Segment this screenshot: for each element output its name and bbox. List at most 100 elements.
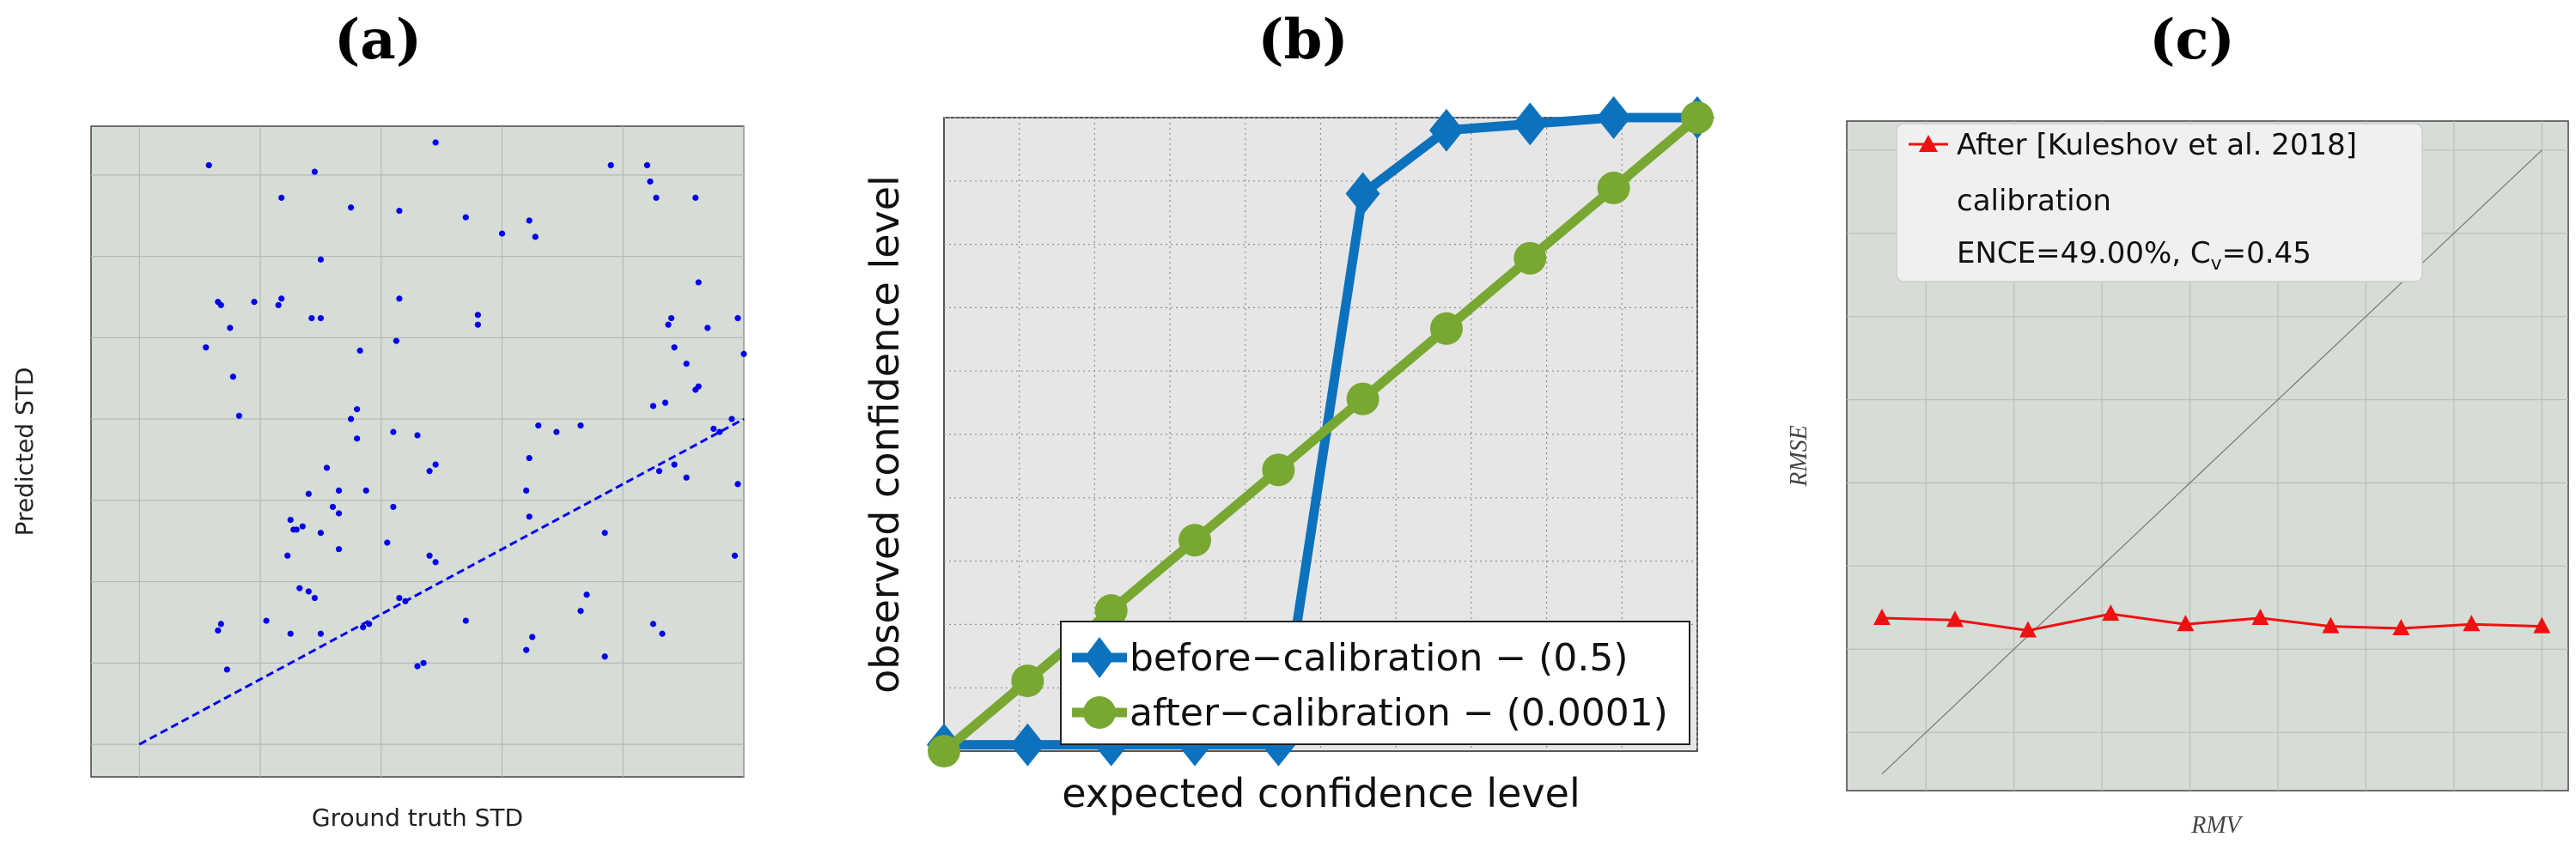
chart-a-point [426,552,433,559]
chart-c-marker [2322,616,2340,634]
chart-a-point [287,630,294,637]
chart-b-marker-after [1597,171,1630,204]
chart-a-point [278,194,285,201]
chart-a-point [299,523,306,530]
chart-a-point [649,621,657,628]
legend-c-line3-main: ENCE=49.00%, C [1957,236,2211,270]
chart-a-point [311,168,318,175]
chart-a-grid [91,126,745,777]
chart-a-point [284,552,291,559]
chart-a-point [523,646,530,653]
chart-a-point [354,435,361,442]
chart-a-point [360,624,367,631]
chart-c: After [Kuleshov et al. 2018] calibration… [1786,120,2569,839]
chart-a-point [402,597,409,604]
chart-a-point [734,481,741,488]
chart-a-point [526,454,533,462]
chart-a-point [683,474,690,481]
chart-c-legend: After [Kuleshov et al. 2018] calibration… [1896,123,2423,282]
chart-a-point [317,256,325,263]
legend-label-after: after−calibration − (0.0001) [1130,691,1668,735]
chart-b-marker-before [1010,723,1045,767]
legend-c-line3-sub: v [2211,253,2222,275]
chart-a-point [498,230,506,237]
legend-swatch-c-triangle [1919,135,1938,152]
panel-label-b: (b) [1258,8,1348,72]
chart-b-xlabel: expected confidence level [1062,770,1580,816]
chart-c-ideal-line [1881,149,2543,775]
chart-a-point [607,161,614,169]
chart-a-point [731,552,739,559]
chart-a-point [362,487,369,494]
panel-label-c: (c) [2149,8,2235,72]
chart-b-marker-after [1513,241,1547,275]
chart-a-point [695,279,702,286]
chart-a-point [734,315,741,322]
chart-a-point [432,139,439,146]
chart-c-marker [2533,616,2551,634]
chart-a-point [329,503,337,511]
chart-a-point [335,510,343,517]
chart-a-point [305,490,312,497]
legend-swatch-after-circle [1083,696,1116,729]
chart-a-point [526,217,533,224]
chart-a-point [287,516,294,524]
chart-a-point [384,539,391,546]
chart-a-point [529,634,536,640]
chart-c-ideal-line-segment [1881,149,2543,775]
chart-a-point [601,530,608,537]
chart-a-point [393,337,399,344]
chart-a-point [396,594,403,602]
chart-a-point [235,412,243,419]
chart-c-xlabel: RMV [2190,812,2243,839]
chart-a-point [716,428,723,435]
chart-b-marker-before [1596,96,1631,139]
chart-a-xlabel: Ground truth STD [312,804,523,832]
chart-a-point [323,464,331,471]
chart-c-marker [2177,615,2195,632]
chart-a-point [317,630,325,637]
chart-a-point [414,663,421,670]
chart-a-point [710,425,717,433]
chart-a-point [217,621,224,628]
chart-b-marker-before [1513,102,1548,146]
chart-a-point [354,406,361,413]
chart-a-point [263,617,270,624]
legend-swatch-before-diamond [1084,637,1115,678]
chart-a-point [695,383,702,390]
chart-c-marker [2392,619,2410,636]
legend-c-line3: ENCE=49.00%, Cv=0.45 [1957,236,2311,275]
chart-a-point [426,468,433,475]
chart-a-point [317,315,325,322]
chart-a-point [532,233,539,240]
chart-b-marker-after [928,735,960,767]
chart-a-point [390,428,397,435]
chart-a-points [203,139,747,673]
chart-a-point [366,621,373,628]
chart-a-point [420,659,427,666]
chart-b-ylabel: observed confidence level [862,175,908,694]
chart-a-point [535,422,542,429]
chart-a-point [356,347,363,355]
chart-a-point [203,344,210,351]
chart-a-point [229,373,236,380]
chart-a-point [692,194,699,201]
chart-b-marker-before [1345,172,1380,215]
chart-a-point [653,194,660,201]
chart-a-point [683,361,690,367]
chart-a-point [251,299,258,306]
chart-b-marker-after [1178,524,1212,557]
chart-a-point [432,559,439,566]
chart-a-point [396,295,403,302]
chart-c-marker [2102,604,2120,622]
chart-b-legend: before−calibration − (0.5) after−calibra… [1060,621,1690,745]
chart-a-reference-line [138,417,745,746]
chart-a-reference-line-segment [138,417,745,746]
chart-c-series [1873,604,2551,638]
chart-a-point [740,350,747,357]
chart-b-marker-after [1011,664,1044,698]
chart-b-marker-after [1346,382,1379,415]
chart-a-point [649,403,657,409]
chart-a-point [205,161,212,169]
chart-a-point [290,526,297,533]
